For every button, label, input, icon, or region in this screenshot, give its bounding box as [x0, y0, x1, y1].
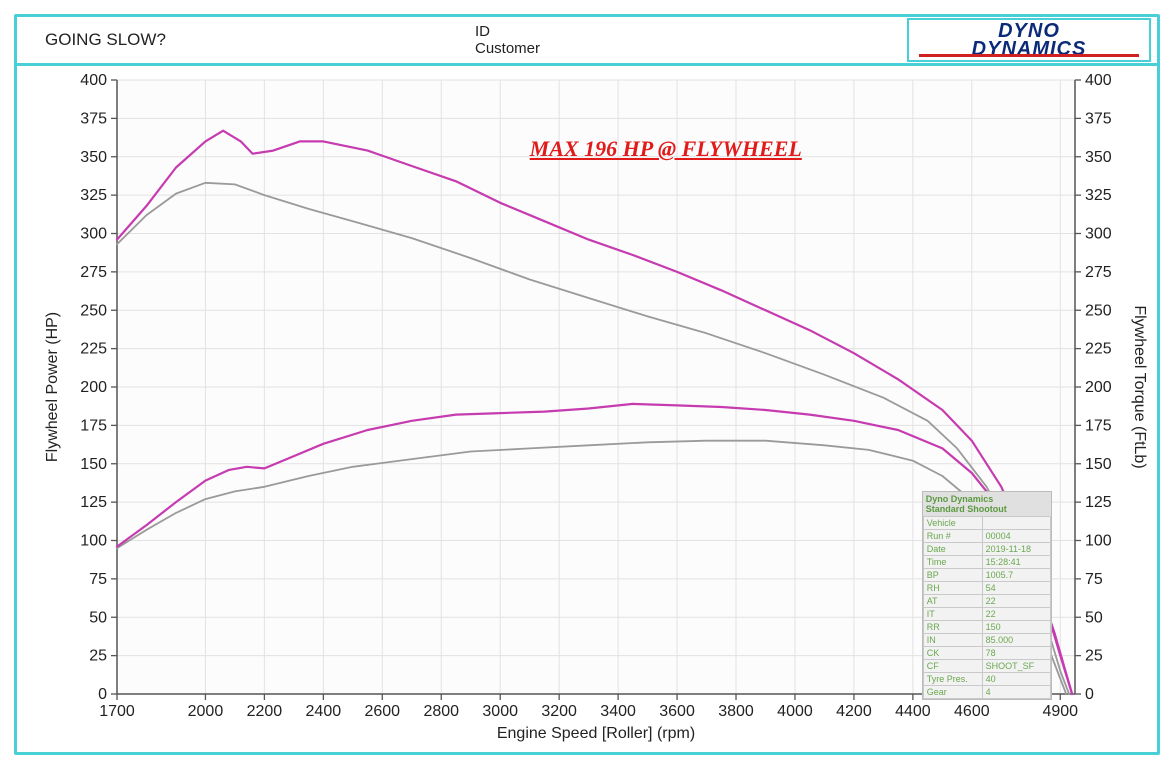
header-left-text: GOING SLOW? [17, 17, 475, 63]
header-customer-label: Customer [475, 40, 540, 57]
svg-text:25: 25 [1085, 648, 1103, 665]
svg-text:250: 250 [80, 302, 107, 319]
svg-text:Flywheel Torque (FtLb): Flywheel Torque (FtLb) [1131, 305, 1148, 468]
svg-text:3600: 3600 [659, 703, 695, 720]
svg-text:225: 225 [1085, 341, 1112, 358]
svg-text:2800: 2800 [423, 703, 459, 720]
svg-text:Engine Speed [Roller] (rpm): Engine Speed [Roller] (rpm) [497, 725, 695, 742]
svg-text:175: 175 [80, 417, 107, 434]
svg-text:4200: 4200 [836, 703, 872, 720]
infobox-row: Date2019-11-18 [923, 543, 1050, 556]
infobox-row: AT22 [923, 595, 1050, 608]
svg-text:2000: 2000 [188, 703, 224, 720]
svg-text:100: 100 [80, 533, 107, 550]
svg-text:4600: 4600 [954, 703, 990, 720]
infobox-row: BP1005.7 [923, 569, 1050, 582]
svg-text:2600: 2600 [364, 703, 400, 720]
svg-text:3400: 3400 [600, 703, 636, 720]
infobox-row: Gear4 [923, 686, 1050, 699]
svg-text:150: 150 [80, 456, 107, 473]
svg-text:175: 175 [1085, 417, 1112, 434]
infobox-row: Run #00004 [923, 530, 1050, 543]
svg-text:0: 0 [1085, 686, 1094, 703]
svg-text:300: 300 [1085, 226, 1112, 243]
max-hp-annotation: MAX 196 HP @ FLYWHEEL [530, 136, 802, 162]
svg-text:300: 300 [80, 226, 107, 243]
svg-text:225: 225 [80, 341, 107, 358]
svg-text:3000: 3000 [482, 703, 518, 720]
svg-text:275: 275 [80, 264, 107, 281]
svg-text:75: 75 [1085, 571, 1103, 588]
svg-text:200: 200 [1085, 379, 1112, 396]
svg-text:100: 100 [1085, 533, 1112, 550]
svg-text:2200: 2200 [247, 703, 283, 720]
svg-text:375: 375 [80, 110, 107, 127]
svg-text:50: 50 [89, 609, 107, 626]
svg-text:150: 150 [1085, 456, 1112, 473]
infobox-title: Dyno DynamicsStandard Shootout [923, 492, 1051, 516]
svg-text:Flywheel Power (HP): Flywheel Power (HP) [44, 312, 61, 462]
svg-text:3800: 3800 [718, 703, 754, 720]
infobox-row: CFSHOOT_SF [923, 660, 1050, 673]
svg-text:3200: 3200 [541, 703, 577, 720]
chart-frame: GOING SLOW? ID Customer DYNO DYNAMICS 17… [14, 14, 1160, 755]
svg-text:325: 325 [1085, 187, 1112, 204]
svg-text:250: 250 [1085, 302, 1112, 319]
infobox-row: Vehicle [923, 517, 1050, 530]
svg-text:400: 400 [80, 72, 107, 89]
infobox-row: IN85.000 [923, 634, 1050, 647]
svg-text:200: 200 [80, 379, 107, 396]
svg-text:50: 50 [1085, 609, 1103, 626]
title-text: GOING SLOW? [45, 30, 166, 50]
dyno-dynamics-logo: DYNO DYNAMICS [907, 18, 1151, 62]
svg-text:350: 350 [1085, 149, 1112, 166]
logo-red-stripe [919, 54, 1139, 57]
svg-text:75: 75 [89, 571, 107, 588]
svg-text:125: 125 [80, 494, 107, 511]
infobox-row: Tyre Pres.40 [923, 673, 1050, 686]
infobox-row: RH54 [923, 582, 1050, 595]
svg-text:4900: 4900 [1042, 703, 1078, 720]
infobox-row: IT22 [923, 608, 1050, 621]
svg-text:4400: 4400 [895, 703, 931, 720]
svg-text:400: 400 [1085, 72, 1112, 89]
infobox-row: RR150 [923, 621, 1050, 634]
infobox-row: CK78 [923, 647, 1050, 660]
svg-text:350: 350 [80, 149, 107, 166]
svg-text:375: 375 [1085, 110, 1112, 127]
svg-text:325: 325 [80, 187, 107, 204]
infobox-table: VehicleRun #00004Date2019-11-18Time15:28… [923, 516, 1051, 699]
chart-plot-area: 1700200022002400260028003000320034003600… [17, 66, 1157, 752]
chart-header: GOING SLOW? ID Customer DYNO DYNAMICS [17, 17, 1157, 66]
svg-text:0: 0 [98, 686, 107, 703]
svg-text:2400: 2400 [306, 703, 342, 720]
header-mid: ID Customer [475, 17, 845, 63]
page-root: GOING SLOW? ID Customer DYNO DYNAMICS 17… [0, 0, 1174, 769]
svg-text:275: 275 [1085, 264, 1112, 281]
svg-text:125: 125 [1085, 494, 1112, 511]
infobox-row: Time15:28:41 [923, 556, 1050, 569]
svg-text:1700: 1700 [99, 703, 135, 720]
header-logo-area: DYNO DYNAMICS [845, 17, 1157, 63]
header-id-label: ID [475, 23, 490, 40]
svg-text:4000: 4000 [777, 703, 813, 720]
run-info-box: Dyno DynamicsStandard ShootoutVehicleRun… [922, 491, 1052, 700]
svg-text:25: 25 [89, 648, 107, 665]
